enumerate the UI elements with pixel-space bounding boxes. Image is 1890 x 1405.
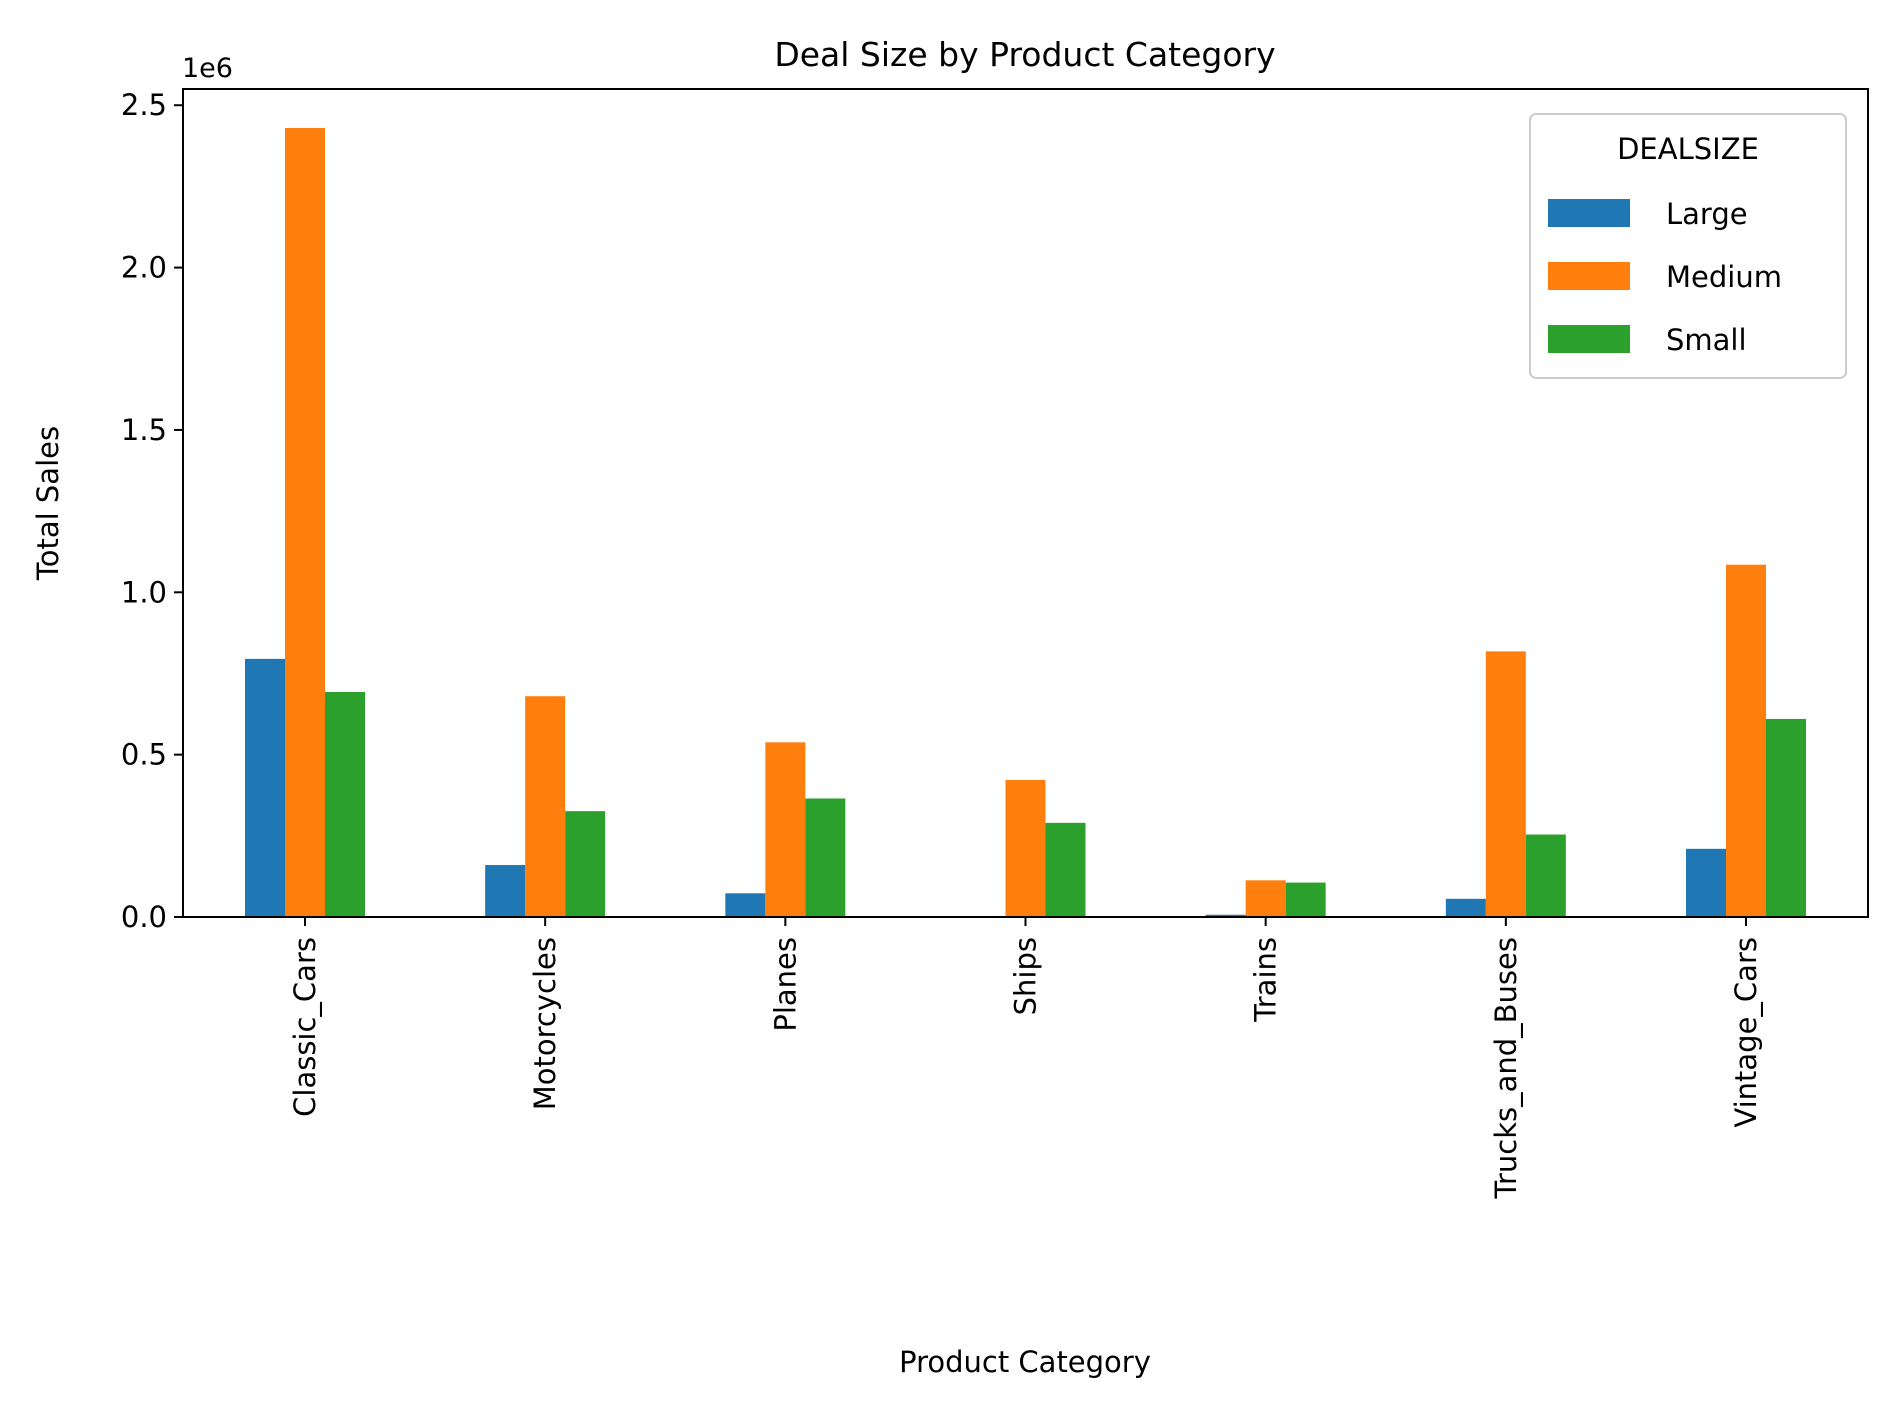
bar-large-classic_cars bbox=[245, 658, 285, 917]
bar-large-trucks_and_buses bbox=[1445, 898, 1486, 917]
x-axis-label: Product Category bbox=[899, 1345, 1151, 1379]
x-tick-label: Trucks_and_Buses bbox=[1489, 937, 1523, 1200]
bar-medium-classic_cars bbox=[285, 127, 325, 917]
bar-small-planes bbox=[805, 798, 846, 917]
x-tick-label: Ships bbox=[1009, 937, 1043, 1015]
legend: DEALSIZE Large Medium Small bbox=[1529, 113, 1847, 379]
bar-medium-vintage_cars bbox=[1726, 564, 1766, 917]
y-tick-label: 1.5 bbox=[121, 413, 167, 447]
legend-frame bbox=[1529, 113, 1847, 379]
bar-medium-trains bbox=[1245, 880, 1286, 917]
y-tick-label: 0.5 bbox=[121, 738, 167, 772]
legend-swatch-medium bbox=[1548, 262, 1630, 290]
x-tick-label: Planes bbox=[768, 937, 802, 1032]
bar-medium-trucks_and_buses bbox=[1485, 651, 1526, 917]
y-tick-label: 2.0 bbox=[121, 251, 167, 285]
y-offset-label: 1e6 bbox=[182, 53, 233, 84]
bar-large-trains bbox=[1205, 914, 1246, 917]
bars-group bbox=[245, 127, 1806, 917]
bar-medium-motorcycles bbox=[525, 696, 566, 917]
legend-label-medium: Medium bbox=[1666, 260, 1782, 294]
bar-small-classic_cars bbox=[325, 691, 365, 917]
bar-medium-planes bbox=[765, 742, 806, 917]
bar-large-planes bbox=[725, 893, 766, 917]
legend-swatch-small bbox=[1548, 325, 1630, 353]
x-tick-label: Vintage_Cars bbox=[1729, 937, 1763, 1128]
y-axis-label: Total Sales bbox=[31, 426, 65, 581]
bar-small-trucks_and_buses bbox=[1525, 834, 1566, 917]
bar-small-ships bbox=[1045, 822, 1086, 917]
bar-small-motorcycles bbox=[565, 811, 606, 917]
plot-frame bbox=[182, 88, 1869, 918]
x-tick-label: Classic_Cars bbox=[288, 937, 322, 1117]
x-tick-label: Motorcycles bbox=[528, 937, 562, 1110]
y-tick-label: 2.5 bbox=[121, 88, 167, 122]
chart-title: Deal Size by Product Category bbox=[774, 35, 1275, 74]
bar-small-trains bbox=[1285, 882, 1326, 917]
legend-label-small: Small bbox=[1666, 323, 1747, 357]
x-ticks-group: Classic_Cars Motorcycles Planes Ships Trains… bbox=[288, 917, 1763, 1200]
bar-medium-ships bbox=[1005, 779, 1046, 917]
bar-small-vintage_cars bbox=[1766, 718, 1806, 917]
legend-items: Large Medium Small bbox=[1548, 197, 1782, 357]
legend-swatch-large bbox=[1548, 199, 1630, 227]
bar-large-vintage_cars bbox=[1686, 848, 1726, 917]
bar-large-motorcycles bbox=[485, 865, 526, 917]
legend-label-large: Large bbox=[1666, 197, 1748, 231]
y-tick-label: 1.0 bbox=[121, 575, 167, 609]
legend-title: DEALSIZE bbox=[1617, 132, 1759, 166]
x-tick-label: Trains bbox=[1249, 937, 1283, 1023]
y-tick-label: 0.0 bbox=[121, 900, 167, 934]
y-ticks-group: 0.0 0.5 1.0 1.5 2.0 2.5 bbox=[121, 88, 183, 934]
